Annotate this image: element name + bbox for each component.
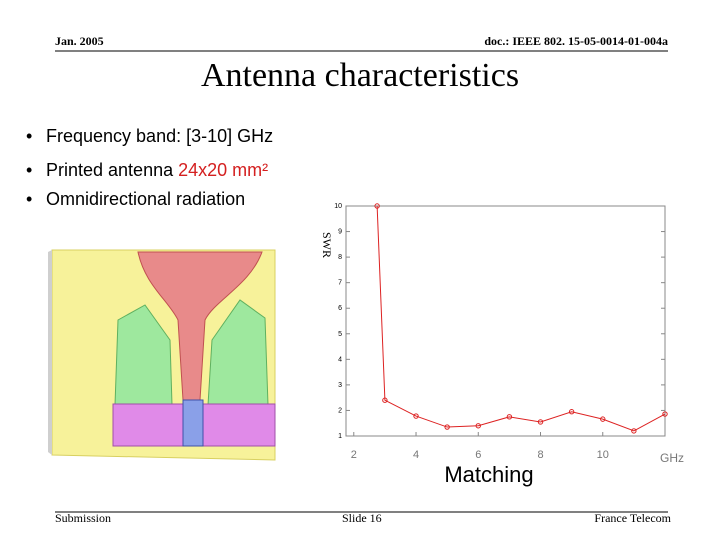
y-tick-label: 9	[338, 229, 342, 236]
bullet-mark: •	[26, 126, 32, 146]
footer-center: Slide 16	[342, 511, 382, 525]
y-tick-label: 5	[338, 331, 342, 338]
data-point	[506, 414, 513, 420]
y-tick-label: 2	[338, 407, 342, 414]
data-point	[600, 416, 606, 422]
y-tick-label: 10	[334, 203, 342, 210]
y-tick-label: 3	[338, 382, 342, 389]
header-date: Jan. 2005	[55, 34, 104, 48]
series-line	[376, 205, 666, 432]
y-tick-label: 7	[338, 280, 342, 287]
data-point	[475, 423, 481, 429]
x-axis-unit: GHz	[660, 451, 684, 465]
antenna-image	[48, 249, 276, 461]
data-point	[568, 409, 575, 415]
data-point	[382, 397, 388, 403]
y-tick-label: 6	[338, 305, 342, 312]
x-tick-label: 4	[413, 449, 419, 461]
footer-left: Submission	[55, 511, 111, 525]
feed-line	[182, 399, 204, 447]
plot-frame	[345, 205, 666, 437]
data-point	[662, 411, 668, 417]
x-tick-label: 10	[597, 449, 609, 461]
header-doc: doc.: IEEE 802. 15-05-0014-01-004a	[484, 34, 668, 48]
y-tick-label: 1	[338, 433, 342, 440]
chart-caption: Matching	[444, 462, 533, 487]
substrate-edge	[48, 250, 52, 455]
data-point	[537, 419, 544, 425]
y-tick-label: 8	[338, 254, 342, 261]
bullet: Omnidirectional radiation	[46, 189, 245, 209]
bullet: Frequency band: [3-10] GHz	[46, 126, 273, 146]
data-point	[444, 424, 450, 430]
x-tick-label: 2	[351, 449, 357, 461]
swr-chart: SWR GHz Matching 1 2 3 4 5 6 7 8 9 10 2 4 6 8 10	[320, 203, 684, 487]
footer-right: France Telecom	[594, 511, 671, 525]
bullet-text: Printed antenna	[46, 160, 178, 180]
bullet-highlight: 24x20 mm²	[178, 160, 268, 180]
y-tick-label: 4	[338, 356, 342, 363]
bullet: Printed antenna 24x20 mm²	[46, 160, 268, 180]
data-point	[374, 203, 380, 209]
bullet-mark: •	[26, 160, 32, 180]
data-point	[631, 428, 637, 434]
data-point	[413, 413, 419, 419]
slide-title: Antenna characteristics	[201, 57, 519, 94]
x-tick-label: 8	[537, 449, 543, 461]
y-axis-label: SWR	[320, 232, 334, 258]
bullet-mark: •	[26, 189, 32, 209]
bullet-list: • Frequency band: [3-10] GHz • Printed a…	[26, 126, 273, 209]
x-tick-label: 6	[475, 449, 481, 461]
